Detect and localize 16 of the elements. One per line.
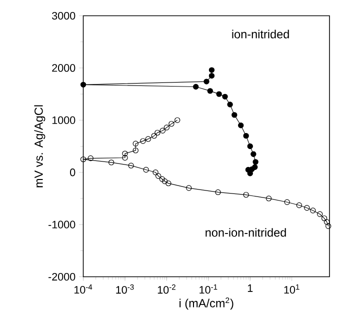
x-axis-title: i (mA/cm$^{2}$) xyxy=(180,298,234,310)
x-tick-label: 10$^{-2}$ xyxy=(158,284,176,294)
series-label: non-ion-nitrided xyxy=(206,228,286,237)
x-tick-label: 10$^{1}$ xyxy=(284,284,300,294)
text: ion-nitrided xyxy=(232,30,289,38)
x-tick-label: 10$^{-4}$ xyxy=(74,284,92,294)
y-tick-label: -1000 xyxy=(48,220,76,228)
y-axis-title: mV vs. Ag/AgCl xyxy=(34,105,46,188)
y-tick-label: -2000 xyxy=(48,272,76,281)
y-tick-label: 3000 xyxy=(52,12,76,20)
y-tick-label: 2000 xyxy=(52,64,76,72)
x-tick-label: 10$^{-3}$ xyxy=(116,284,134,294)
x-tick-label: 1 xyxy=(248,284,253,292)
x-tick-label: 10$^{-1}$ xyxy=(200,284,218,294)
y-tick-label: 1000 xyxy=(52,116,76,124)
y-tick-label: 0 xyxy=(70,168,76,176)
